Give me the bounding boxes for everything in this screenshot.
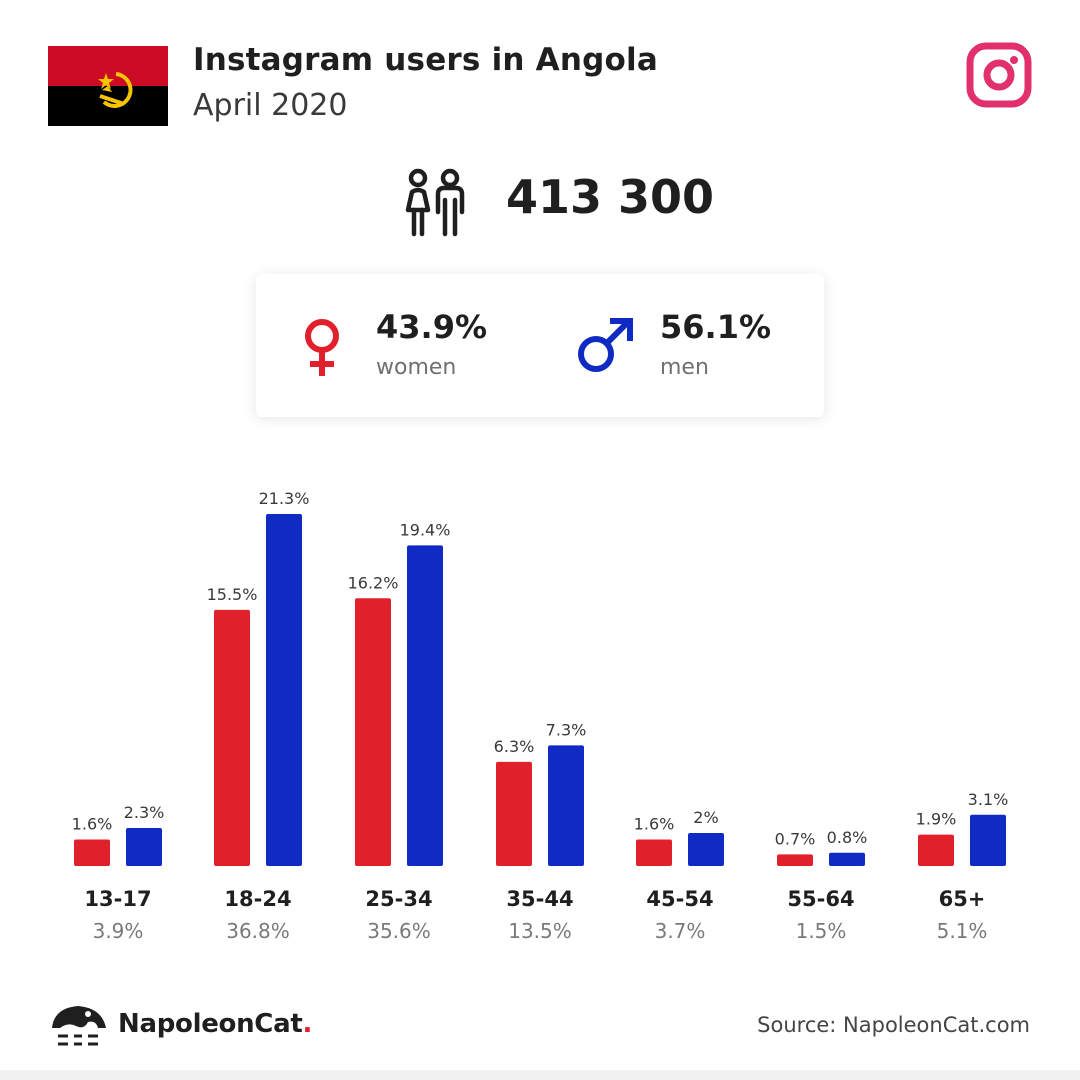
bar-value-label: 1.6% <box>72 815 113 834</box>
bar-65+-series-2 <box>970 814 1006 866</box>
age-group-label: 18-24 <box>224 887 291 911</box>
bar-55-64-series-1 <box>777 854 813 866</box>
bar-45-54-series-2 <box>688 832 724 866</box>
age-group-total: 3.7% <box>655 919 706 943</box>
age-group-label: 13-17 <box>84 887 151 911</box>
age-gender-bar-chart: 1.6% 2.3% 13-17 3.9% 15.5% 21.3% 18-24 36.8% 16.… <box>72 489 1009 943</box>
bar-35-44-series-2 <box>548 745 584 866</box>
age-group-total: 35.6% <box>367 919 431 943</box>
instagram-icon <box>966 42 1032 108</box>
gender-summary-card: 43.9% women 56.1% men <box>256 274 824 417</box>
bar-value-label: 0.8% <box>827 828 868 847</box>
age-group-total: 5.1% <box>937 919 988 943</box>
age-group-total: 3.9% <box>93 919 144 943</box>
male-icon <box>578 318 633 372</box>
bar-value-label: 2% <box>693 808 718 827</box>
age-group-label: 25-34 <box>365 887 432 911</box>
bar-value-label: 0.7% <box>775 829 816 848</box>
men-percentage: 56.1% <box>660 308 772 346</box>
bar-18-24-series-2 <box>266 514 302 866</box>
bar-value-label: 19.4% <box>400 520 451 539</box>
page-title: Instagram users in Angola <box>193 42 658 78</box>
bar-25-34-series-1 <box>355 598 391 866</box>
bar-value-label: 7.3% <box>546 720 587 739</box>
women-label: women <box>376 355 457 380</box>
bar-value-label: 21.3% <box>259 489 310 508</box>
bar-value-label: 2.3% <box>124 803 165 822</box>
brand-name: NapoleonCat. <box>118 1009 313 1039</box>
age-group-label: 45-54 <box>646 887 713 911</box>
age-group-total: 13.5% <box>508 919 572 943</box>
bar-45-54-series-1 <box>636 839 672 866</box>
bar-value-label: 16.2% <box>348 573 399 592</box>
female-icon <box>305 319 339 376</box>
age-group-label: 35-44 <box>506 887 573 911</box>
bar-25-34-series-2 <box>407 545 443 866</box>
page-subtitle: April 2020 <box>193 88 348 123</box>
bar-value-label: 3.1% <box>968 790 1009 809</box>
people-icon <box>405 168 465 237</box>
bar-35-44-series-1 <box>496 761 532 866</box>
bar-13-17-series-2 <box>126 827 162 866</box>
bar-13-17-series-1 <box>74 839 110 866</box>
source-credit: Source: NapoleonCat.com <box>757 1013 1030 1037</box>
age-group-label: 65+ <box>939 887 986 911</box>
bar-18-24-series-1 <box>214 609 250 866</box>
napoleoncat-logo-icon <box>52 1006 106 1046</box>
age-group-label: 55-64 <box>787 887 854 911</box>
bar-value-label: 6.3% <box>494 737 535 756</box>
total-users-value: 413 300 <box>506 170 715 224</box>
age-group-total: 1.5% <box>796 919 847 943</box>
women-percentage: 43.9% <box>376 308 488 346</box>
men-label: men <box>660 355 709 380</box>
bar-value-label: 1.6% <box>634 815 675 834</box>
angola-flag <box>48 46 168 126</box>
age-group-total: 36.8% <box>226 919 290 943</box>
bar-55-64-series-2 <box>829 852 865 866</box>
bar-value-label: 15.5% <box>207 585 258 604</box>
bottom-strip <box>0 1070 1080 1080</box>
bar-65+-series-1 <box>918 834 954 866</box>
bar-value-label: 1.9% <box>916 810 957 829</box>
